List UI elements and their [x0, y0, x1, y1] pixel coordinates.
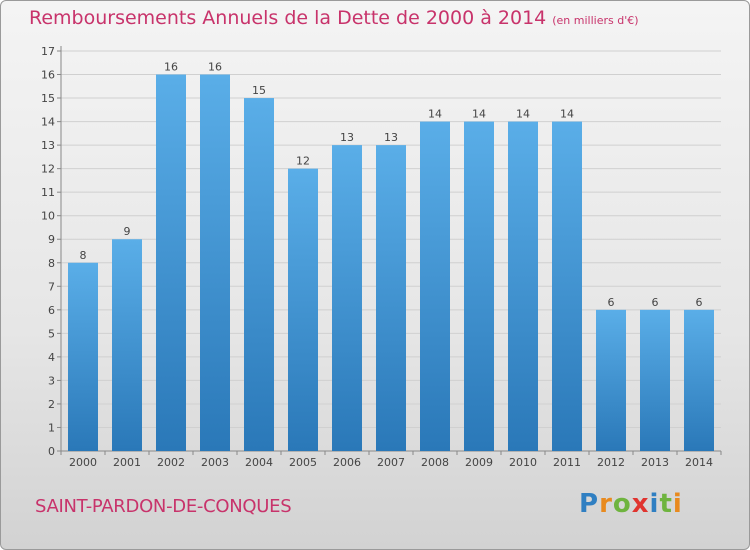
value-label-2004: 15	[252, 84, 266, 97]
bar-2013	[640, 309, 670, 451]
bar-2008	[420, 121, 450, 452]
x-tick-label-2006: 2006	[333, 456, 361, 469]
bar-2005	[288, 168, 318, 451]
x-tick-label-2002: 2002	[157, 456, 185, 469]
value-label-2002: 16	[164, 61, 178, 74]
proxiti-logo: Proxiti	[579, 489, 683, 519]
chart-title: Remboursements Annuels de la Dette de 20…	[29, 7, 639, 29]
y-tick-label: 11	[41, 186, 55, 199]
x-tick-label-2001: 2001	[113, 456, 141, 469]
y-tick-label: 10	[41, 210, 55, 223]
value-label-2013: 6	[652, 296, 659, 309]
x-tick-label-2000: 2000	[69, 456, 97, 469]
x-tick-label-2008: 2008	[421, 456, 449, 469]
bar-2000	[68, 262, 98, 451]
x-tick-label-2003: 2003	[201, 456, 229, 469]
y-tick-label: 1	[48, 421, 55, 434]
bar-2006	[332, 145, 362, 451]
value-label-2003: 16	[208, 61, 222, 74]
value-label-2014: 6	[696, 296, 703, 309]
value-label-2007: 13	[384, 131, 398, 144]
x-tick-label-2014: 2014	[685, 456, 713, 469]
value-label-2012: 6	[608, 296, 615, 309]
y-tick-label: 13	[41, 139, 55, 152]
y-tick-label: 8	[48, 257, 55, 270]
y-tick-label: 14	[41, 116, 55, 129]
bar-2012	[596, 309, 626, 451]
value-label-2000: 8	[80, 249, 87, 262]
x-tick-label-2007: 2007	[377, 456, 405, 469]
value-label-2011: 14	[560, 108, 574, 121]
x-tick-label-2013: 2013	[641, 456, 669, 469]
y-tick-label: 4	[48, 351, 55, 364]
y-tick-label: 0	[48, 445, 55, 458]
y-tick-label: 6	[48, 304, 55, 317]
bar-2007	[376, 145, 406, 451]
bar-2003	[200, 74, 230, 451]
bar-2004	[244, 98, 274, 451]
chart-unit-note: (en milliers d'€)	[552, 14, 639, 27]
bar-2011	[552, 121, 582, 452]
chart-title-text: Remboursements Annuels de la Dette de 20…	[29, 7, 547, 29]
y-tick-label: 3	[48, 374, 55, 387]
value-label-2005: 12	[296, 155, 310, 168]
x-tick-label-2005: 2005	[289, 456, 317, 469]
value-label-2006: 13	[340, 131, 354, 144]
x-tick-label-2009: 2009	[465, 456, 493, 469]
y-tick-label: 5	[48, 327, 55, 340]
value-label-2001: 9	[124, 225, 131, 238]
bars	[68, 74, 714, 452]
x-tick-label-2010: 2010	[509, 456, 537, 469]
y-tick-label: 12	[41, 163, 55, 176]
bar-2010	[508, 121, 538, 452]
value-label-2009: 14	[472, 108, 486, 121]
y-tick-label: 2	[48, 398, 55, 411]
value-labels: 8 9 16 16 15 12 13 13 14 14 14 14 6 6 6	[80, 61, 703, 309]
x-tick-label-2004: 2004	[245, 456, 273, 469]
y-tick-label: 9	[48, 233, 55, 246]
bar-2001	[112, 239, 142, 451]
value-label-2010: 14	[516, 108, 530, 121]
y-tick-label: 15	[41, 92, 55, 105]
y-tick-label: 17	[41, 45, 55, 58]
bar-2014	[684, 309, 714, 451]
bar-2009	[464, 121, 494, 452]
x-tick-label-2011: 2011	[553, 456, 581, 469]
y-tick-label: 7	[48, 280, 55, 293]
y-tick-label: 16	[41, 69, 55, 82]
commune-name: SAINT-PARDON-DE-CONQUES	[35, 496, 292, 517]
bar-2002	[156, 74, 186, 451]
value-label-2008: 14	[428, 108, 442, 121]
x-tick-label-2012: 2012	[597, 456, 625, 469]
